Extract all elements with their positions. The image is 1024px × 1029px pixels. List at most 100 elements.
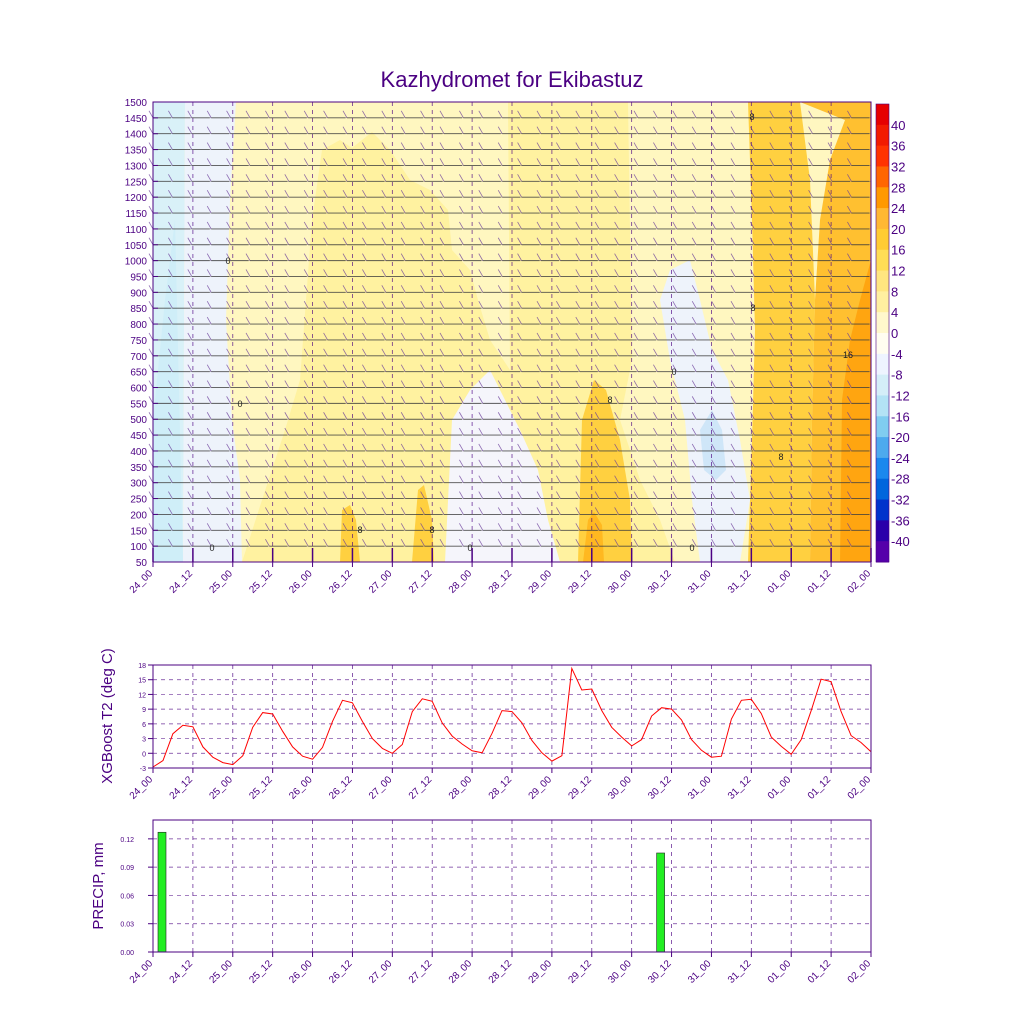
wind-barb-flag <box>614 126 619 134</box>
wind-barb-flag <box>342 459 348 468</box>
wind-barb-flag <box>847 523 852 531</box>
wind-barb-flag <box>847 142 852 150</box>
wind-barb-flag <box>575 110 581 119</box>
wind-barb-flag <box>342 237 348 245</box>
wind-barb-flag <box>381 110 387 119</box>
wind-barb-flag <box>362 316 367 325</box>
wind-barb-flag <box>594 412 600 420</box>
wind-barb-flag <box>459 205 464 214</box>
wind-barb-flag <box>226 253 231 261</box>
wind-barb-flag <box>750 475 755 483</box>
wind-barb-flag <box>303 142 309 150</box>
wind-barb-flag <box>245 174 251 182</box>
wind-barb-flag <box>672 523 678 531</box>
wind-barb-flag <box>730 348 736 356</box>
wind-barb-flag <box>788 475 794 483</box>
wind-barb-flag <box>594 237 600 245</box>
wind-barb-flag <box>827 253 833 261</box>
wind-barb-flag <box>362 205 367 214</box>
wind-barb-flag <box>265 174 270 182</box>
colorbar-swatch <box>876 457 889 480</box>
level-tick-label: 1350 <box>125 146 148 157</box>
wind-barb-flag <box>168 174 173 182</box>
wind-barb-flag <box>691 443 697 452</box>
wind-barb-flag <box>517 205 522 214</box>
wind-barb-flag <box>594 158 600 166</box>
wind-barb-flag <box>653 443 658 452</box>
wind-barb-flag <box>556 332 561 341</box>
wind-barb-flag <box>478 412 484 420</box>
wind-barb-flag <box>420 126 425 134</box>
wind-barb-flag <box>381 396 387 404</box>
wind-barb-flag <box>575 332 581 341</box>
wind-barb-flag <box>750 427 755 436</box>
wind-barb-flag <box>750 348 755 356</box>
wind-barb-flag <box>245 221 251 230</box>
wind-barb-flag <box>556 348 561 356</box>
time-tick-label: 27_00 <box>367 568 395 596</box>
wind-barb-flag <box>575 301 581 309</box>
wind-barb-flag <box>265 205 270 214</box>
time-tick-label: 29_12 <box>566 774 594 802</box>
wind-barb-flag <box>788 443 794 452</box>
wind-barb-flag <box>459 507 464 515</box>
wind-barb-flag <box>497 538 503 547</box>
precip-y-tick-label: 0.03 <box>120 922 134 929</box>
contour-label: 0 <box>237 399 242 409</box>
level-tick-label: 200 <box>130 510 147 521</box>
wind-barb-flag <box>653 301 658 309</box>
wind-barb-flag <box>459 364 464 372</box>
wind-barb-flag <box>672 142 678 150</box>
wind-barb-flag <box>691 110 697 119</box>
wind-barb-flag <box>303 427 309 436</box>
wind-barb-flag <box>478 443 484 452</box>
wind-barb-flag <box>284 380 290 388</box>
wind-barb-flag <box>575 174 581 182</box>
wind-barb-flag <box>265 459 270 468</box>
wind-barb-flag <box>439 189 445 198</box>
wind-barb-flag <box>730 269 736 277</box>
wind-barb-flag <box>497 285 503 293</box>
wind-barb-flag <box>342 332 348 341</box>
wind-barb-flag <box>847 459 852 468</box>
colorbar-tick-label: -8 <box>891 368 903 383</box>
wind-barb-flag <box>168 427 173 436</box>
wind-barb-flag <box>730 507 736 515</box>
wind-barb-flag <box>808 348 813 356</box>
t2-y-tick-label: 3 <box>142 737 146 744</box>
wind-barb-flag <box>459 523 464 531</box>
colorbar-tick-label: 4 <box>891 305 898 320</box>
wind-barb-flag <box>750 459 755 468</box>
wind-barb-flag <box>303 538 309 547</box>
wind-barb-flag <box>788 189 794 198</box>
wind-barb-flag <box>226 412 231 420</box>
wind-barb-flag <box>711 475 716 483</box>
level-tick-label: 1500 <box>125 98 148 109</box>
wind-barb-flag <box>808 253 813 261</box>
wind-barb-flag <box>750 364 755 372</box>
colorbar-swatch <box>876 520 889 542</box>
wind-barb-flag <box>226 189 231 198</box>
wind-barb-flag <box>284 523 290 531</box>
wind-barb-flag <box>206 380 212 388</box>
wind-barb-flag <box>827 301 833 309</box>
wind-barb-flag <box>400 285 406 293</box>
wind-barb-flag <box>633 174 639 182</box>
wind-barb-flag <box>730 332 736 341</box>
wind-barb-flag <box>556 142 561 150</box>
wind-barb-flag <box>614 491 619 499</box>
wind-barb-flag <box>303 396 309 404</box>
wind-barb-flag <box>497 523 503 531</box>
wind-barb-flag <box>653 174 658 182</box>
wind-barb-flag <box>614 396 619 404</box>
wind-barb-flag <box>400 221 406 230</box>
wind-barb-flag <box>420 412 425 420</box>
wind-barb-flag <box>148 174 154 182</box>
wind-barb-flag <box>517 538 522 547</box>
wind-barb-flag <box>148 396 154 404</box>
wind-barb-flag <box>245 189 251 198</box>
wind-barb-flag <box>265 285 270 293</box>
wind-barb-flag <box>808 364 813 372</box>
wind-barb-flag <box>575 523 581 531</box>
wind-barb-flag <box>614 221 619 230</box>
